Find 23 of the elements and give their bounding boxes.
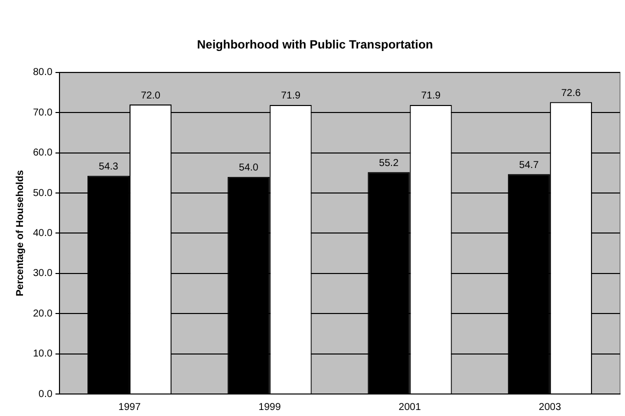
x-tick-label: 1997 — [118, 402, 142, 413]
y-tick-label: 50.0 — [32, 188, 53, 199]
data-label: 54.3 — [98, 161, 119, 172]
y-tick-label: 80.0 — [32, 67, 53, 78]
chart-title: Neighborhood with Public Transportation — [197, 38, 433, 52]
data-label: 54.7 — [519, 160, 540, 171]
y-tick-label: 70.0 — [32, 107, 53, 118]
y-tick-label: 30.0 — [32, 268, 53, 280]
x-tick-label: 2001 — [398, 402, 422, 413]
data-label: 72.0 — [140, 90, 161, 102]
y-tick-label: 60.0 — [32, 148, 53, 159]
data-label: 72.6 — [561, 88, 582, 99]
y-tick-label: 20.0 — [32, 308, 53, 320]
x-tick-label: 1999 — [258, 402, 282, 413]
data-label: 54.0 — [238, 162, 259, 174]
y-axis-title: Percentage of Households — [14, 170, 26, 296]
data-label: 55.2 — [379, 158, 399, 169]
y-tick-label: 40.0 — [32, 228, 53, 239]
y-tick-label: 10.0 — [32, 348, 53, 360]
data-label: 71.9 — [421, 90, 441, 102]
data-label: 71.9 — [280, 90, 301, 102]
x-tick-label: 2003 — [538, 402, 562, 413]
y-tick-label: 0.0 — [38, 388, 53, 400]
